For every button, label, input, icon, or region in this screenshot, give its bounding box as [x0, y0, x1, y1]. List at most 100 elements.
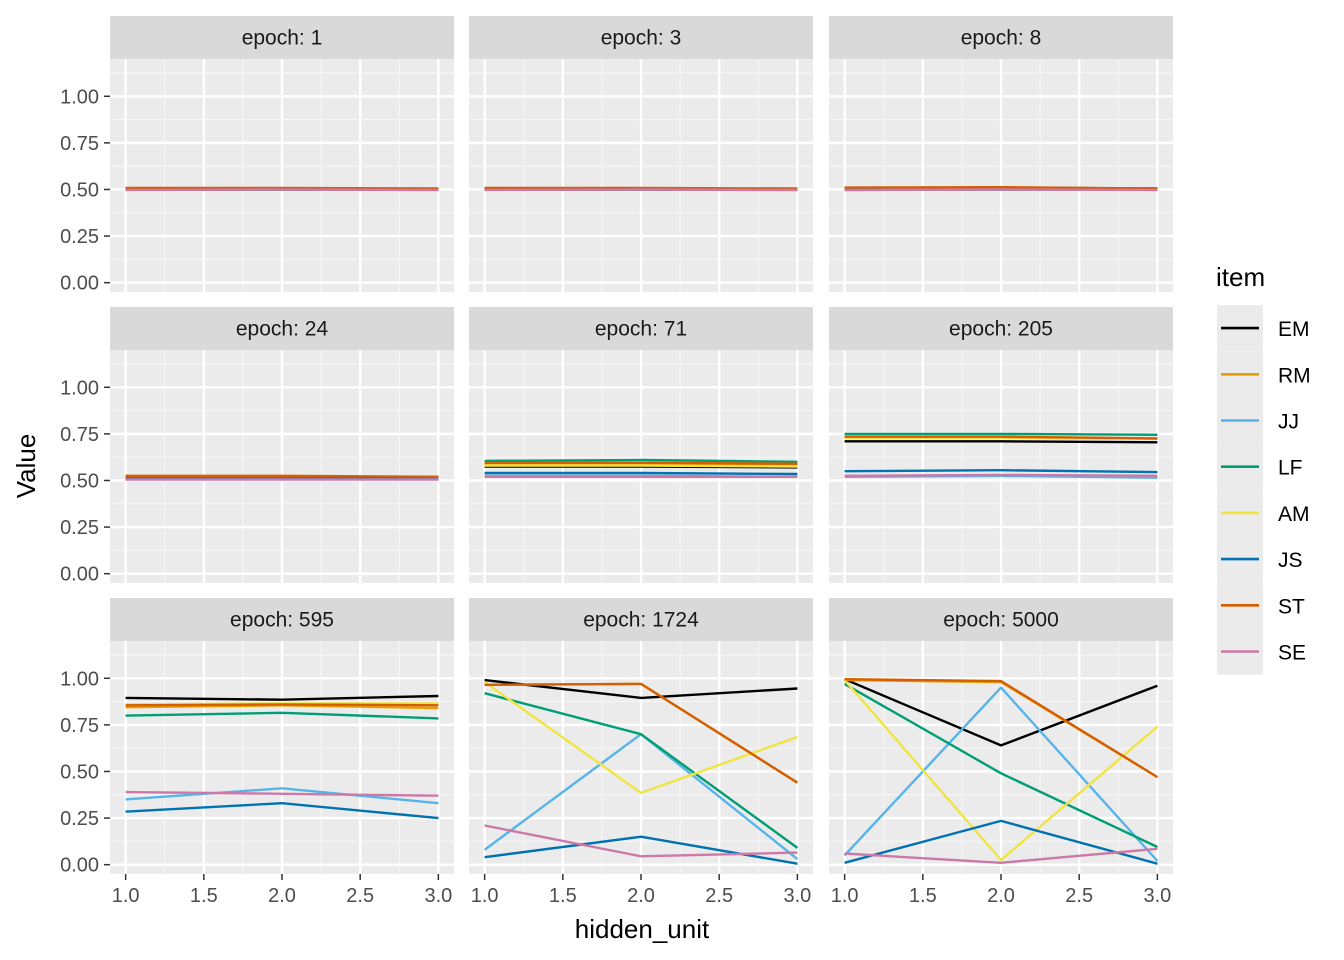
series-line-st	[125, 186, 439, 190]
y-tick-label: 1.00	[60, 86, 99, 108]
series-line-js	[125, 802, 439, 820]
facet-strip	[829, 307, 1173, 350]
facet-strip-label: epoch: 71	[595, 318, 687, 341]
legend-label: EM	[1278, 318, 1310, 341]
legend-title: item	[1216, 262, 1265, 292]
series-line-st	[844, 435, 1158, 440]
legend-label: RM	[1278, 364, 1311, 387]
legend-item: AM	[1217, 489, 1310, 536]
series-line-lf	[484, 692, 799, 849]
y-tick-label: 0.75	[60, 424, 99, 446]
series-line-js	[844, 469, 1158, 474]
facet-strip-label: epoch: 205	[949, 318, 1053, 341]
facet-panel: epoch: 595 0.00 0.25 0.50 0.75 1.00 1.0 1.5 2.0 2…	[60, 598, 454, 907]
facet-strip-label: epoch: 24	[236, 318, 329, 341]
series-line-st	[125, 474, 439, 478]
facet-strip-label: epoch: 595	[230, 609, 334, 632]
series-line-se	[125, 188, 439, 192]
legend-label: AM	[1278, 503, 1310, 526]
series-line-se	[844, 847, 1158, 864]
y-tick-label: 0.25	[60, 808, 99, 830]
series-line-am	[483, 681, 798, 795]
series-line-se	[844, 188, 1158, 192]
series-line-lf	[484, 458, 798, 463]
legend-label: LF	[1278, 457, 1303, 480]
x-tick-label: 3.0	[424, 885, 452, 907]
facet-panel: epoch: 3	[469, 16, 813, 292]
y-tick-label: 0.75	[60, 715, 99, 737]
y-tick-label: 1.00	[60, 668, 99, 690]
legend-item: JJ	[1217, 397, 1299, 444]
x-tick-label: 2.0	[987, 885, 1015, 907]
y-tick-label: 1.00	[60, 377, 99, 399]
x-tick-label: 2.5	[705, 885, 733, 907]
x-axis-title: hidden_unit	[575, 914, 710, 944]
y-tick-label: 0.75	[60, 133, 99, 155]
series-line-st	[484, 682, 799, 784]
facet-strip-label: epoch: 3	[601, 27, 682, 50]
series-line-em	[125, 694, 439, 701]
x-tick-label: 1.5	[190, 885, 218, 907]
x-tick-label: 3.0	[1143, 885, 1171, 907]
facet-strip	[829, 598, 1173, 641]
series-line-st	[125, 703, 439, 707]
series-line-st	[484, 461, 798, 465]
series-line-jj	[125, 787, 439, 805]
series-line-se	[484, 188, 798, 192]
series-line-lf	[844, 682, 1158, 849]
x-tick-label: 1.0	[471, 885, 499, 907]
series-line-st	[844, 678, 1159, 779]
legend-item: RM	[1217, 351, 1311, 398]
x-tick-label: 2.5	[1065, 885, 1093, 907]
y-tick-label: 0.25	[60, 517, 99, 539]
facet-panel: epoch: 5000 1.0 1.5 2.0 2.5 3.0	[829, 598, 1173, 907]
x-tick-label: 1.0	[831, 885, 859, 907]
legend-item: LF	[1217, 443, 1303, 490]
facet-panels: epoch: 1 0.00 0.25 0.50 0.75 1.00 epoch: 3 epoc…	[60, 16, 1173, 907]
facet-strip-label: epoch: 5000	[943, 609, 1059, 632]
series-line-st	[844, 185, 1158, 190]
y-axis-title: Value	[11, 434, 41, 499]
legend-item: ST	[1217, 582, 1305, 629]
legend-label: ST	[1278, 595, 1305, 618]
facet-strip	[829, 16, 1173, 59]
series-line-js	[844, 819, 1158, 865]
series-line-lf	[125, 711, 439, 720]
facet-strip	[110, 598, 454, 641]
facet-panel: epoch: 1724 1.0 1.5 2.0 2.5 3.0	[469, 598, 813, 907]
series-line-em	[844, 440, 1158, 444]
series-line-lf	[844, 432, 1158, 436]
facet-panel: epoch: 8	[829, 16, 1173, 292]
x-tick-label: 2.0	[627, 885, 655, 907]
x-tick-label: 1.5	[549, 885, 577, 907]
series-line-st	[484, 186, 798, 190]
x-tick-label: 2.0	[268, 885, 296, 907]
legend-label: JS	[1278, 549, 1303, 572]
legend-item: SE	[1217, 628, 1306, 675]
legend-item: JS	[1217, 536, 1303, 583]
facet-strip	[469, 16, 813, 59]
legend: item EM RM JJ LF AM JS ST SE	[1216, 262, 1311, 675]
series-line-se	[125, 790, 439, 797]
y-tick-label: 0.00	[60, 564, 99, 586]
facet-strip-label: epoch: 1724	[583, 609, 699, 632]
y-tick-label: 0.00	[60, 273, 99, 295]
facet-panel: epoch: 71	[469, 307, 813, 583]
series-line-em	[484, 678, 798, 700]
y-tick-label: 0.25	[60, 226, 99, 248]
facet-panel: epoch: 205	[829, 307, 1173, 583]
legend-label: SE	[1278, 642, 1306, 665]
y-tick-label: 0.50	[60, 761, 99, 783]
y-tick-label: 0.00	[60, 855, 99, 877]
series-line-se	[844, 473, 1158, 477]
series-line-am	[843, 679, 1159, 862]
y-tick-label: 0.50	[60, 179, 99, 201]
facet-strip	[110, 16, 454, 59]
x-tick-label: 1.0	[112, 885, 140, 907]
facet-strip	[469, 307, 813, 350]
series-line-em	[844, 678, 1158, 747]
series-line-jj	[843, 686, 1159, 862]
facet-strip-label: epoch: 1	[242, 27, 323, 50]
x-tick-label: 2.5	[346, 885, 374, 907]
